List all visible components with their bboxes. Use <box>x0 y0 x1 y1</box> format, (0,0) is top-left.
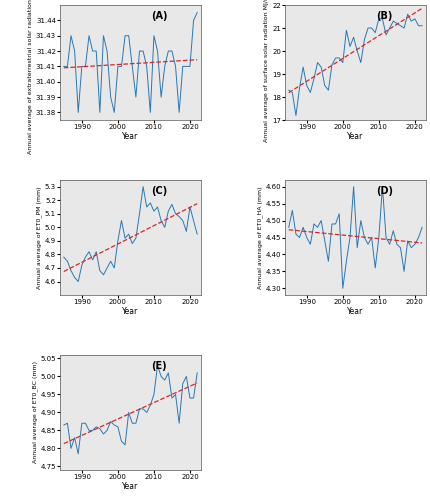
X-axis label: Year: Year <box>123 132 138 140</box>
X-axis label: Year: Year <box>123 482 138 490</box>
Text: (D): (D) <box>377 186 393 196</box>
Text: (B): (B) <box>377 11 393 21</box>
X-axis label: Year: Year <box>347 306 363 316</box>
Y-axis label: Annual average of ET0_HA (mm): Annual average of ET0_HA (mm) <box>257 186 263 289</box>
Y-axis label: Annual average of ET0_BC (mm): Annual average of ET0_BC (mm) <box>32 362 38 464</box>
X-axis label: Year: Year <box>347 132 363 140</box>
Y-axis label: Annual average of ET0_PM (mm): Annual average of ET0_PM (mm) <box>37 186 42 289</box>
Text: (C): (C) <box>152 186 168 196</box>
Y-axis label: Annual average of extraterrestrial solar radiation MJ/m2/d: Annual average of extraterrestrial solar… <box>28 0 33 154</box>
Text: (E): (E) <box>152 360 167 370</box>
X-axis label: Year: Year <box>123 306 138 316</box>
Y-axis label: Annual average of surface solar radiation MJ/m2/d: Annual average of surface solar radiatio… <box>264 0 269 142</box>
Text: (A): (A) <box>152 11 168 21</box>
